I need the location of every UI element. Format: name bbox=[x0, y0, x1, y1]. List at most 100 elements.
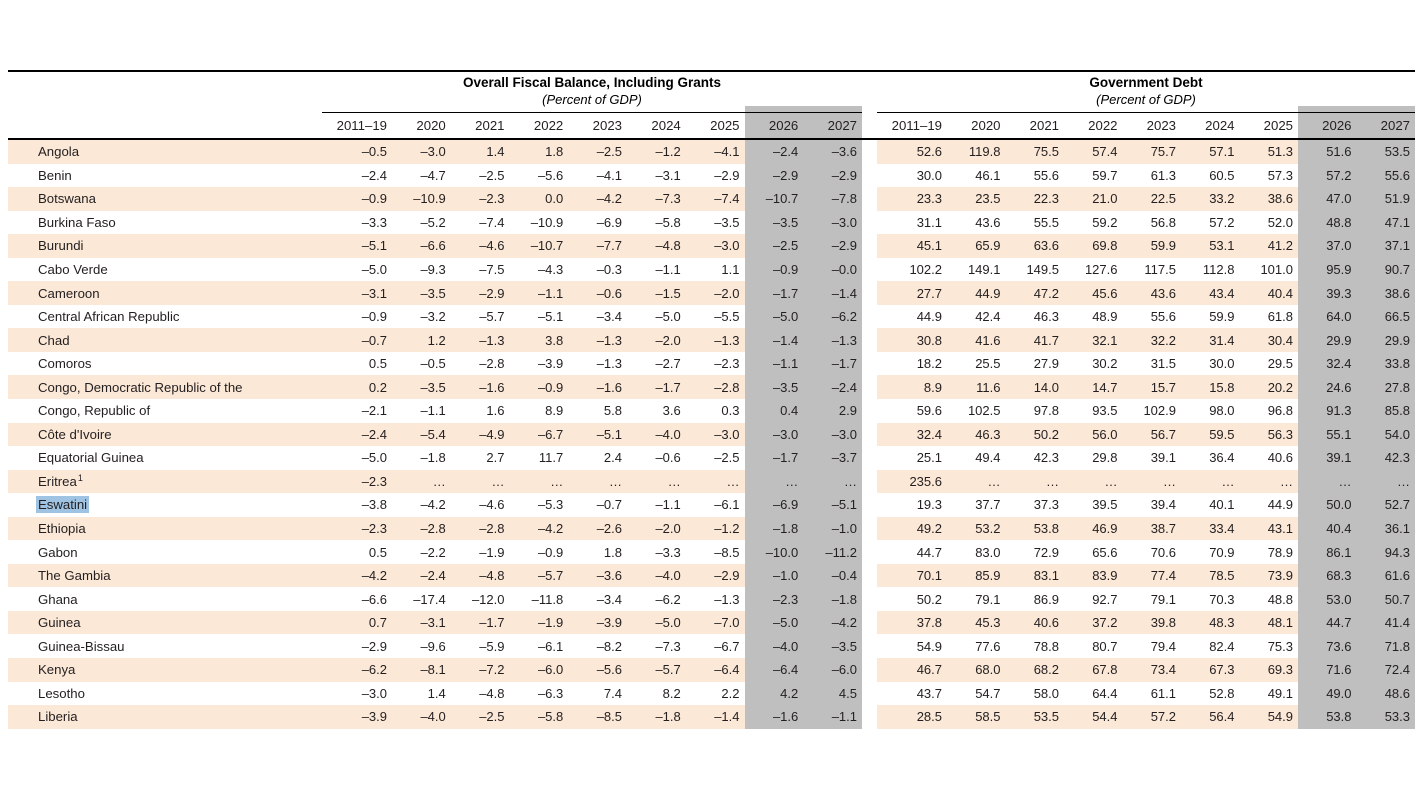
fiscal-balance-cell: –5.1 bbox=[803, 493, 862, 517]
fiscal-balance-cell: –1.3 bbox=[714, 591, 740, 607]
government-debt-cell: 25.1 bbox=[916, 450, 942, 466]
fiscal-balance-cell: –0.4 bbox=[803, 563, 862, 588]
government-debt-cell: 56.4 bbox=[1209, 709, 1235, 725]
government-debt-cell: 75.3 bbox=[1267, 638, 1293, 654]
year-header: 2022 bbox=[533, 118, 564, 133]
government-debt-cell: 44.9 bbox=[1267, 497, 1293, 513]
year-header: 2025 bbox=[710, 118, 740, 133]
government-debt-cells: 27.7 44.9 47.2 45.6 43.6 43.4 40.4 39.3 38.6 bbox=[877, 281, 1415, 305]
fiscal-balance-cell: –5.5 bbox=[714, 309, 740, 325]
fiscal-balance-cell: –6.6 bbox=[420, 238, 446, 254]
government-debt-cells: 23.3 23.5 22.3 21.0 22.5 33.2 38.6 47.0 51.9 bbox=[877, 187, 1415, 211]
table-row: Eritrea1 –2.3…………………… 235.6…………………… bbox=[8, 469, 1415, 494]
government-debt-cell: 51.3 bbox=[1267, 144, 1293, 160]
government-debt-cell: 32.4 bbox=[916, 426, 942, 442]
year-header: 2020 bbox=[416, 118, 446, 133]
government-debt-cells: 49.2 53.2 53.8 46.9 38.7 33.4 43.1 40.4 36.1 bbox=[877, 516, 1415, 541]
fiscal-balance-cell: –6.4 bbox=[744, 658, 804, 682]
fiscal-balance-cell: –6.1 bbox=[537, 638, 564, 654]
fiscal-balance-cell: –2.0 bbox=[655, 521, 681, 537]
government-debt-cell: 32.1 bbox=[1092, 332, 1118, 348]
government-debt-cell: 53.5 bbox=[1033, 709, 1059, 725]
government-debt-cell: … bbox=[1298, 469, 1357, 494]
table-row: Comoros 0.5 –0.5 –2.8 –3.9 –1.3 –2.7 –2.3 –1.1 –1… bbox=[8, 351, 1415, 376]
fiscal-balance-cell: 1.4 bbox=[427, 685, 446, 701]
fiscal-balance-cell: 1.6 bbox=[486, 403, 505, 419]
government-debt-cell: 23.5 bbox=[975, 191, 1001, 207]
fiscal-balance-cell: –1.3 bbox=[596, 356, 622, 372]
government-debt-cells: 70.1 85.9 83.1 83.9 77.4 78.5 73.9 68.3 61.6 bbox=[877, 563, 1415, 588]
government-debt-cell: 27.8 bbox=[1356, 375, 1415, 400]
government-debt-cell: … bbox=[1221, 473, 1235, 489]
fiscal-balance-cell: –7.3 bbox=[655, 638, 681, 654]
fiscal-balance-cell: –3.3 bbox=[655, 544, 681, 560]
fiscal-balance-cell: 8.2 bbox=[662, 685, 681, 701]
fiscal-balance-cell: –2.5 bbox=[744, 234, 804, 258]
government-debt-cell: 56.3 bbox=[1267, 426, 1293, 442]
fiscal-balance-cells: –3.1 –3.5 –2.9 –1.1 –0.6 –1.5 –2.0 –1.7 –1.4 bbox=[322, 281, 862, 305]
fiscal-balance-cell: –3.7 bbox=[803, 446, 862, 470]
fiscal-balance-cell: –0.3 bbox=[596, 262, 622, 277]
fiscal-balance-cells: –4.2 –2.4 –4.8 –5.7 –3.6 –4.0 –2.9 –1.0 –0.4 bbox=[322, 563, 862, 588]
government-debt-cell: 149.5 bbox=[1026, 262, 1059, 277]
government-debt-cell: 57.2 bbox=[1209, 214, 1235, 230]
government-debt-cell: 83.9 bbox=[1092, 568, 1118, 584]
fiscal-balance-subtitle: (Percent of GDP) bbox=[542, 91, 642, 107]
table-gap bbox=[862, 187, 877, 211]
government-debt-cell: 47.1 bbox=[1356, 210, 1415, 235]
government-debt-cell: … bbox=[1356, 469, 1415, 494]
fiscal-balance-cell: –0.7 bbox=[596, 497, 622, 513]
country-name: Guinea bbox=[38, 615, 81, 631]
header-rule bbox=[8, 138, 1415, 140]
fiscal-balance-cell: 2.7 bbox=[486, 450, 505, 466]
government-debt-cell: 79.1 bbox=[1150, 591, 1176, 607]
fiscal-balance-cell: –1.4 bbox=[803, 281, 862, 305]
government-debt-cell: 44.9 bbox=[975, 285, 1001, 301]
country-name: Chad bbox=[38, 332, 70, 348]
fiscal-balance-cell: –3.9 bbox=[596, 615, 622, 631]
country-name: Central African Republic bbox=[38, 309, 180, 325]
table-row: Burundi –5.1 –6.6 –4.6 –10.7 –7.7 –4.8 –3.0 –2.5… bbox=[8, 234, 1415, 258]
fiscal-balance-cell: –5.0 bbox=[655, 309, 681, 325]
fiscal-balance-cell: –3.4 bbox=[596, 591, 622, 607]
fiscal-balance-cell: –0.6 bbox=[596, 285, 622, 301]
fiscal-balance-cell: –1.6 bbox=[479, 379, 505, 395]
fiscal-balance-cell: –2.6 bbox=[596, 521, 622, 537]
fiscal-balance-cells: –5.0 –9.3 –7.5 –4.3 –0.3 –1.1 1.1 –0.9 –0.0 bbox=[322, 257, 862, 282]
fiscal-balance-cell: –2.9 bbox=[361, 638, 387, 654]
government-debt-cell: 54.4 bbox=[1092, 709, 1118, 725]
government-debt-cell: 102.5 bbox=[967, 403, 1001, 419]
government-debt-cell: 78.5 bbox=[1209, 568, 1235, 584]
government-debt-cell: 14.0 bbox=[1033, 379, 1059, 395]
government-debt-cell: 61.8 bbox=[1267, 309, 1293, 325]
fiscal-balance-cell: –6.2 bbox=[655, 591, 681, 607]
table-row: The Gambia –4.2 –2.4 –4.8 –5.7 –3.6 –4.0 –2.9 –1… bbox=[8, 563, 1415, 588]
government-debt-cell: 78.8 bbox=[1033, 638, 1059, 654]
government-debt-cell: 56.8 bbox=[1150, 214, 1176, 230]
year-header: 2027 bbox=[803, 113, 862, 138]
fiscal-balance-cell: –2.4 bbox=[744, 140, 804, 164]
year-header: 2023 bbox=[592, 118, 622, 133]
fiscal-balance-cells: –2.3…………………… bbox=[322, 469, 862, 494]
government-debt-cell: 48.6 bbox=[1356, 681, 1415, 706]
government-debt-cell: 14.7 bbox=[1092, 379, 1118, 395]
year-header: 2020 bbox=[971, 118, 1001, 133]
government-debt-cell: 39.1 bbox=[1298, 446, 1357, 470]
fiscal-balance-cell: 2.2 bbox=[721, 685, 740, 701]
fiscal-balance-cell: –5.0 bbox=[655, 615, 681, 631]
government-debt-cell: … bbox=[987, 473, 1001, 489]
government-debt-cell: 94.3 bbox=[1356, 540, 1415, 564]
government-debt-cell: 70.1 bbox=[916, 568, 942, 584]
table-row: Ghana –6.6 –17.4 –12.0 –11.8 –3.4 –6.2 –1.3 –2.3… bbox=[8, 587, 1415, 611]
fiscal-balance-cell: –9.6 bbox=[420, 638, 446, 654]
government-debt-cell: 61.6 bbox=[1356, 563, 1415, 588]
fiscal-balance-cell: … bbox=[432, 473, 446, 489]
government-debt-cell: 50.2 bbox=[1033, 426, 1059, 442]
table-gap bbox=[862, 281, 877, 305]
fiscal-balance-cell: 3.6 bbox=[662, 403, 681, 419]
fiscal-balance-cell: –5.3 bbox=[537, 497, 564, 513]
government-debt-cell: 53.8 bbox=[1298, 705, 1357, 729]
fiscal-year-headers: 2011–19 2020 2021 2022 2023 2024 2025 2026 2027 bbox=[322, 112, 862, 138]
government-debt-cells: 52.6 119.8 75.5 57.4 75.7 57.1 51.3 51.6 53.5 bbox=[877, 140, 1415, 164]
fiscal-balance-cell: –1.6 bbox=[596, 379, 622, 395]
